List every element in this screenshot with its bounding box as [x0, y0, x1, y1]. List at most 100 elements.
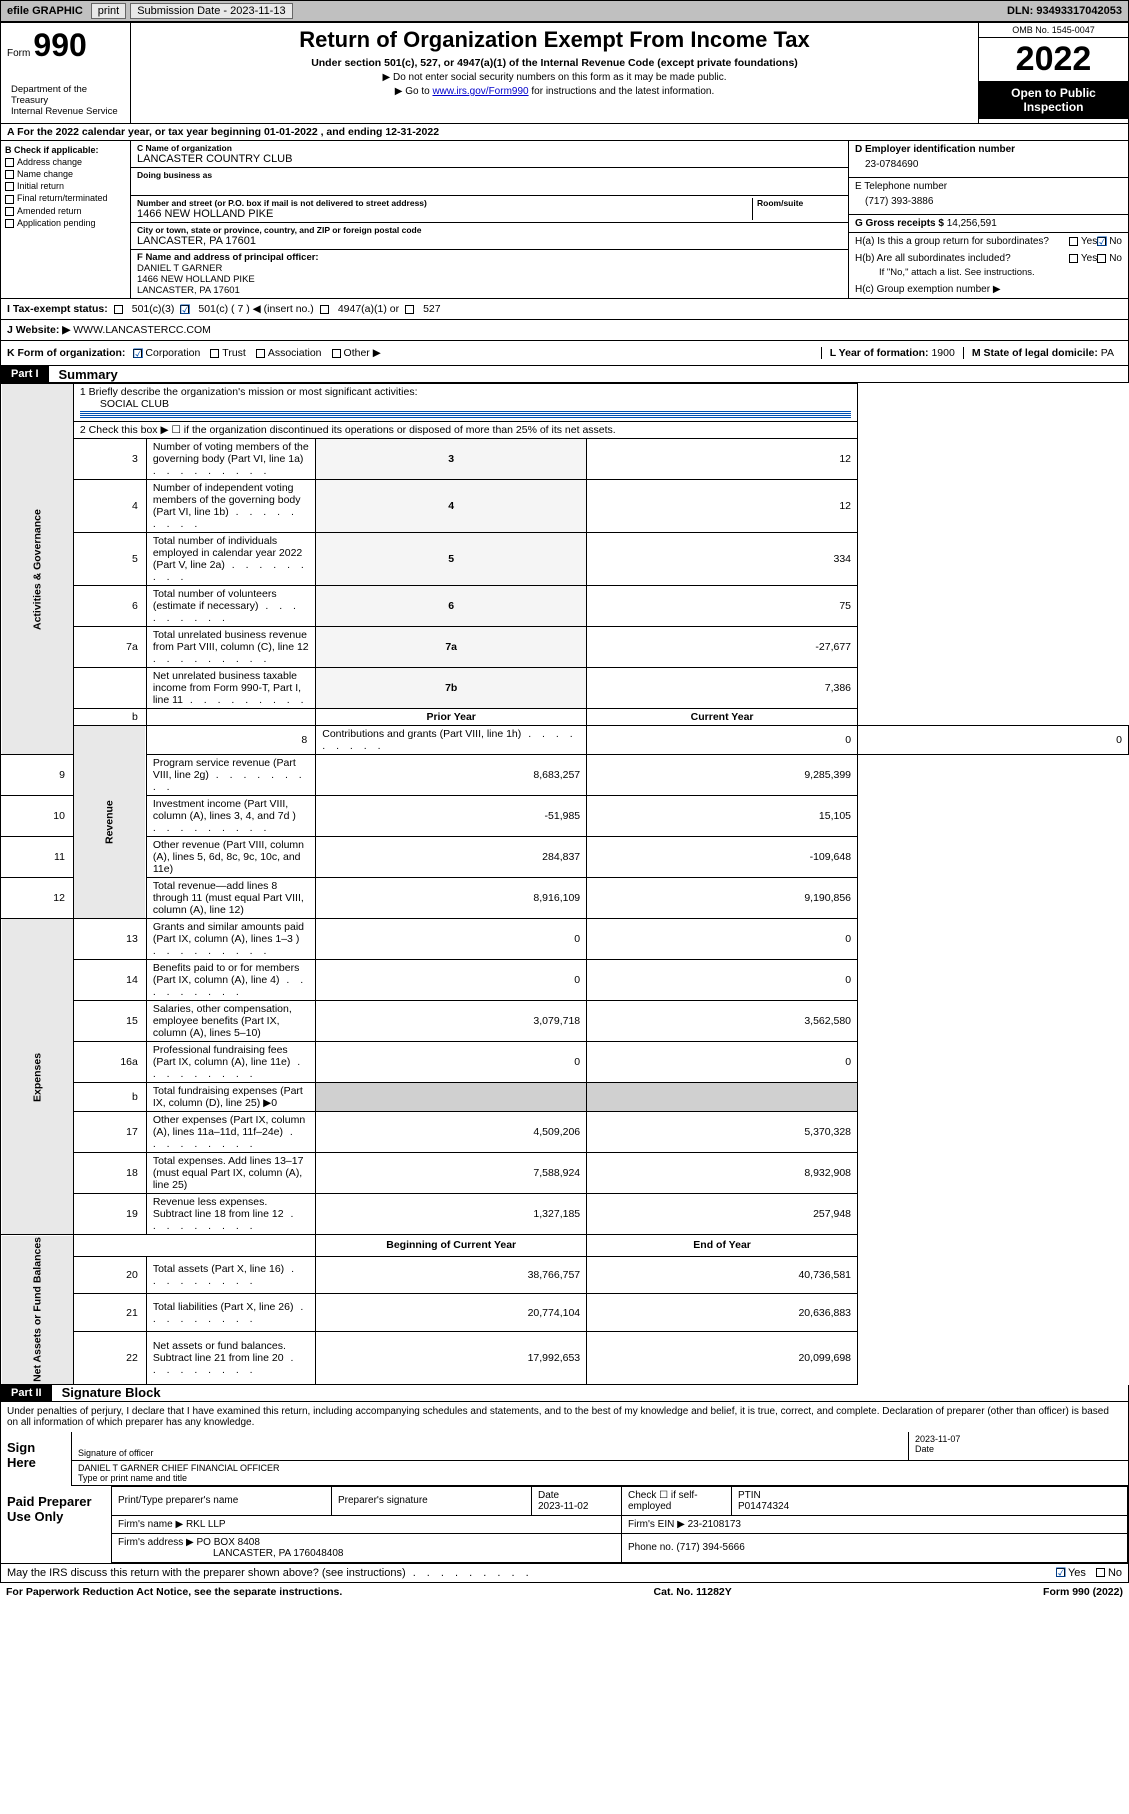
- org-name: LANCASTER COUNTRY CLUB: [137, 153, 842, 165]
- no-label: No: [1109, 236, 1122, 247]
- row16b-current: [587, 1083, 858, 1112]
- discuss-yes-label: Yes: [1068, 1567, 1086, 1579]
- form-title: Return of Organization Exempt From Incom…: [139, 27, 970, 53]
- chk-527[interactable]: [405, 305, 414, 314]
- row5-val: 334: [587, 533, 858, 586]
- chk-501c3[interactable]: [114, 305, 123, 314]
- row19-current: 257,948: [587, 1194, 858, 1235]
- chk-discuss-yes[interactable]: [1056, 1568, 1065, 1577]
- chk-app-pending[interactable]: [5, 219, 14, 228]
- chk-other[interactable]: [332, 349, 341, 358]
- chk-amended-return[interactable]: [5, 207, 14, 216]
- officer-addr1: 1466 NEW HOLLAND PIKE: [137, 274, 842, 285]
- row17-prior: 4,509,206: [316, 1112, 587, 1153]
- lbl-amended-return: Amended return: [17, 206, 82, 216]
- chk-discuss-no[interactable]: [1096, 1568, 1105, 1577]
- self-employed-check: Check ☐ if self-employed: [622, 1486, 732, 1515]
- tax-status-row: I Tax-exempt status: 501(c)(3) 501(c) ( …: [0, 299, 1129, 320]
- row22-label: Net assets or fund balances. Subtract li…: [146, 1331, 315, 1384]
- lbl-name-change: Name change: [17, 169, 73, 179]
- ein-value: 23-0784690: [855, 155, 1122, 174]
- row16a-label: Professional fundraising fees (Part IX, …: [146, 1042, 315, 1083]
- dept-irs: Internal Revenue Service: [11, 106, 120, 117]
- chk-hb-no[interactable]: [1097, 254, 1106, 263]
- section-netassets-label: Net Assets or Fund Balances: [1, 1235, 74, 1385]
- row9-current: 9,285,399: [587, 755, 858, 796]
- form-org-label: K Form of organization:: [7, 347, 125, 359]
- state-domicile-label: M State of legal domicile:: [972, 347, 1098, 359]
- row7a-val: -27,677: [587, 627, 858, 668]
- chk-corporation[interactable]: [133, 349, 142, 358]
- row12-label: Total revenue—add lines 8 through 11 (mu…: [146, 878, 315, 919]
- state-domicile: PA: [1101, 347, 1114, 359]
- row13-label: Grants and similar amounts paid (Part IX…: [146, 919, 315, 960]
- sig-officer-label: Signature of officer: [78, 1448, 153, 1458]
- footer-left: For Paperwork Reduction Act Notice, see …: [6, 1586, 342, 1598]
- discuss-label: May the IRS discuss this return with the…: [7, 1567, 533, 1579]
- chk-501c[interactable]: [180, 305, 189, 314]
- header-sub3-pre: ▶ Go to: [395, 86, 433, 97]
- row6-ref: 6: [316, 586, 587, 627]
- chk-ha-yes[interactable]: [1069, 237, 1078, 246]
- gross-label: G Gross receipts $: [855, 218, 944, 229]
- chk-name-change[interactable]: [5, 170, 14, 179]
- current-year-hdr: Current Year: [587, 709, 858, 726]
- row11-label: Other revenue (Part VIII, column (A), li…: [146, 837, 315, 878]
- row16b-label: Total fundraising expenses (Part IX, col…: [146, 1083, 315, 1112]
- row7b-label: Net unrelated business taxable income fr…: [146, 668, 315, 709]
- part2-title: Signature Block: [52, 1385, 161, 1400]
- row17-current: 5,370,328: [587, 1112, 858, 1153]
- officer-printed-name: DANIEL T GARNER CHIEF FINANCIAL OFFICER: [78, 1463, 1122, 1473]
- submission-date-button[interactable]: Submission Date - 2023-11-13: [130, 3, 292, 19]
- website-value: WWW.LANCASTERCC.COM: [73, 324, 211, 336]
- year-formation: 1900: [931, 347, 954, 359]
- row6-val: 75: [587, 586, 858, 627]
- chk-address-change[interactable]: [5, 158, 14, 167]
- dept-treasury: Department of the Treasury: [11, 84, 120, 106]
- row5-label: Total number of individuals employed in …: [146, 533, 315, 586]
- website-row: J Website: ▶ WWW.LANCASTERCC.COM: [0, 320, 1129, 341]
- row-a-text: A For the 2022 calendar year, or tax yea…: [7, 126, 439, 138]
- row4-ref: 4: [316, 480, 587, 533]
- firm-addr-label: Firm's address ▶: [118, 1537, 194, 1548]
- begin-year-hdr: Beginning of Current Year: [316, 1235, 587, 1257]
- header-sub1: Under section 501(c), 527, or 4947(a)(1)…: [139, 57, 970, 69]
- chk-hb-yes[interactable]: [1069, 254, 1078, 263]
- tax-status-label: I Tax-exempt status:: [7, 303, 108, 315]
- part1-title: Summary: [49, 367, 118, 382]
- chk-association[interactable]: [256, 349, 265, 358]
- date-label: Date: [915, 1444, 934, 1454]
- row18-prior: 7,588,924: [316, 1153, 587, 1194]
- row9-prior: 8,683,257: [316, 755, 587, 796]
- row7b-ref: 7b: [316, 668, 587, 709]
- opt-501c: 501(c) ( 7 ) ◀ (insert no.): [198, 303, 313, 315]
- signature-block: Under penalties of perjury, I declare th…: [0, 1402, 1129, 1583]
- yes-label-2: Yes: [1081, 253, 1097, 264]
- chk-initial-return[interactable]: [5, 182, 14, 191]
- summary-table: Activities & Governance 1 Briefly descri…: [0, 383, 1129, 1385]
- prep-date-label: Date: [538, 1490, 559, 1501]
- name-title-label: Type or print name and title: [78, 1473, 187, 1483]
- prep-date: 2023-11-02: [538, 1501, 588, 1512]
- entity-info-grid: B Check if applicable: Address change Na…: [0, 141, 1129, 299]
- chk-trust[interactable]: [210, 349, 219, 358]
- row16a-current: 0: [587, 1042, 858, 1083]
- row14-label: Benefits paid to or for members (Part IX…: [146, 960, 315, 1001]
- row6-label: Total number of volunteers (estimate if …: [146, 586, 315, 627]
- prior-year-hdr: Prior Year: [316, 709, 587, 726]
- chk-ha-no[interactable]: [1097, 237, 1106, 246]
- col-b-title: B Check if applicable:: [5, 145, 99, 155]
- col-b-checkboxes: B Check if applicable: Address change Na…: [1, 141, 131, 298]
- hb-note: If "No," attach a list. See instructions…: [849, 267, 1128, 281]
- row4-val: 12: [587, 480, 858, 533]
- irs-link[interactable]: www.irs.gov/Form990: [432, 86, 528, 97]
- city-label: City or town, state or province, country…: [137, 225, 842, 235]
- row8-label: Contributions and grants (Part VIII, lin…: [316, 726, 587, 755]
- hb-label: H(b) Are all subordinates included?: [855, 253, 1069, 264]
- form-org-row: K Form of organization: Corporation Trus…: [0, 341, 1129, 366]
- print-button[interactable]: print: [91, 3, 126, 19]
- hc-label: H(c) Group exemption number ▶: [849, 281, 1128, 298]
- chk-4947[interactable]: [320, 305, 329, 314]
- row16b-prior: [316, 1083, 587, 1112]
- chk-final-return[interactable]: [5, 195, 14, 204]
